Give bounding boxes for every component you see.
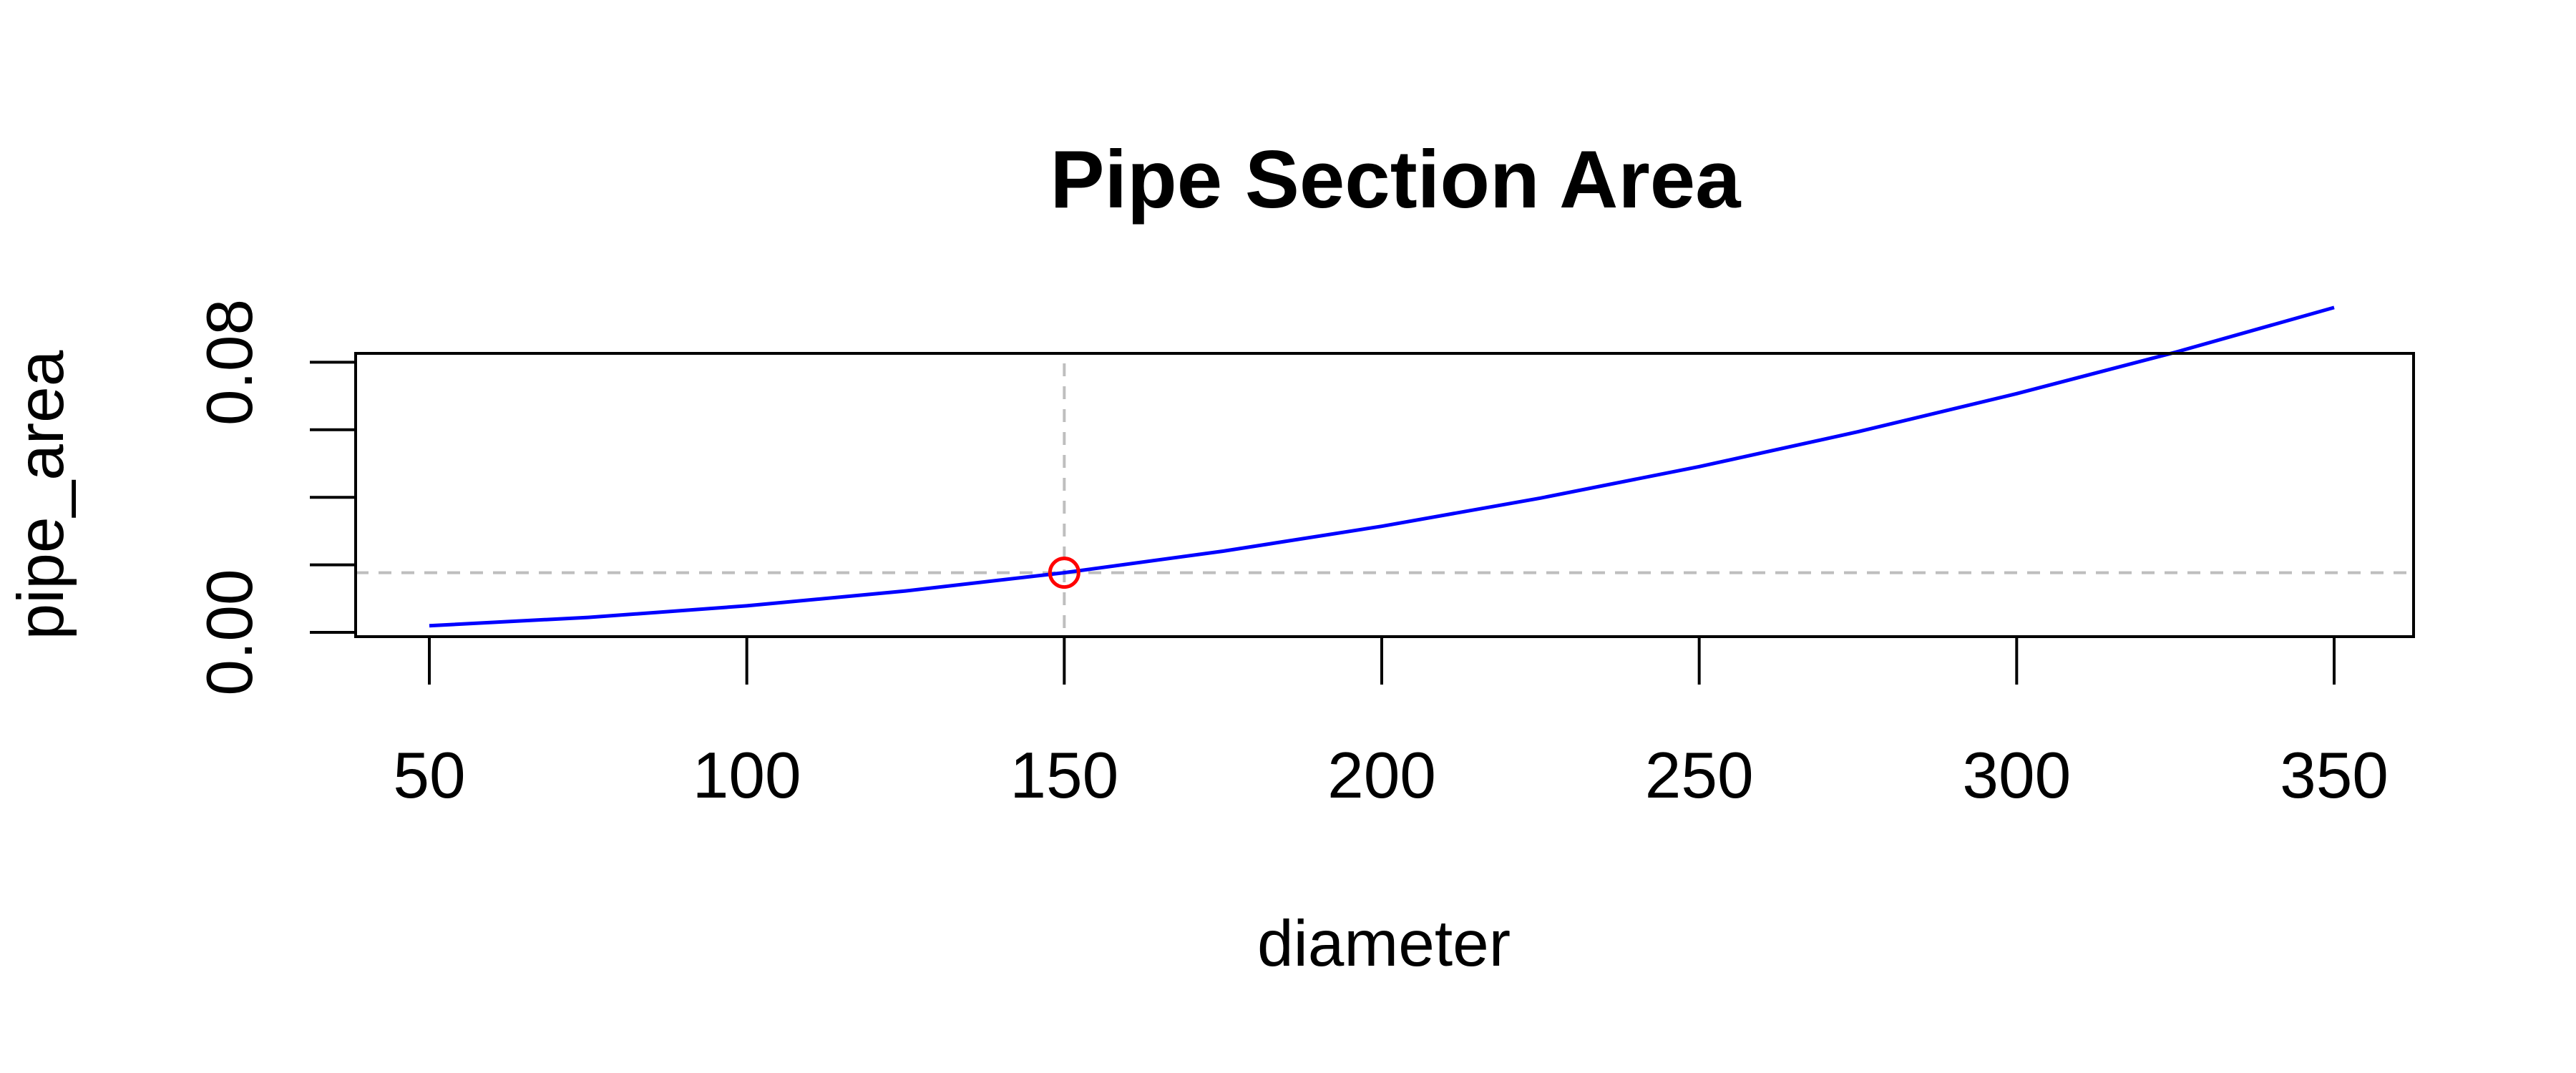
highlight-point-marker (1048, 557, 1080, 589)
x-tick-label: 200 (1327, 740, 1436, 812)
x-tick-label: 50 (393, 740, 465, 812)
plot-area (356, 305, 2414, 637)
x-tick-label: 350 (2280, 740, 2389, 812)
y-axis-label: pipe_area (5, 350, 77, 640)
x-tick-label: 150 (1010, 740, 1118, 812)
x-axis-label: diameter (1257, 908, 1511, 980)
chart-title: Pipe Section Area (1050, 134, 1742, 225)
x-tick-label: 100 (693, 740, 801, 812)
x-tick-label: 300 (1962, 740, 2071, 812)
y-axis: 0.00 0.08 (194, 299, 356, 696)
series-line-0 (429, 305, 2335, 628)
x-tick-label: 250 (1645, 740, 1754, 812)
y-tick-label: 0.00 (194, 569, 266, 695)
x-axis: 50 100 150 200 250 300 350 (393, 637, 2389, 812)
plot-frame (354, 352, 2415, 638)
y-tick-label: 0.08 (194, 299, 266, 426)
